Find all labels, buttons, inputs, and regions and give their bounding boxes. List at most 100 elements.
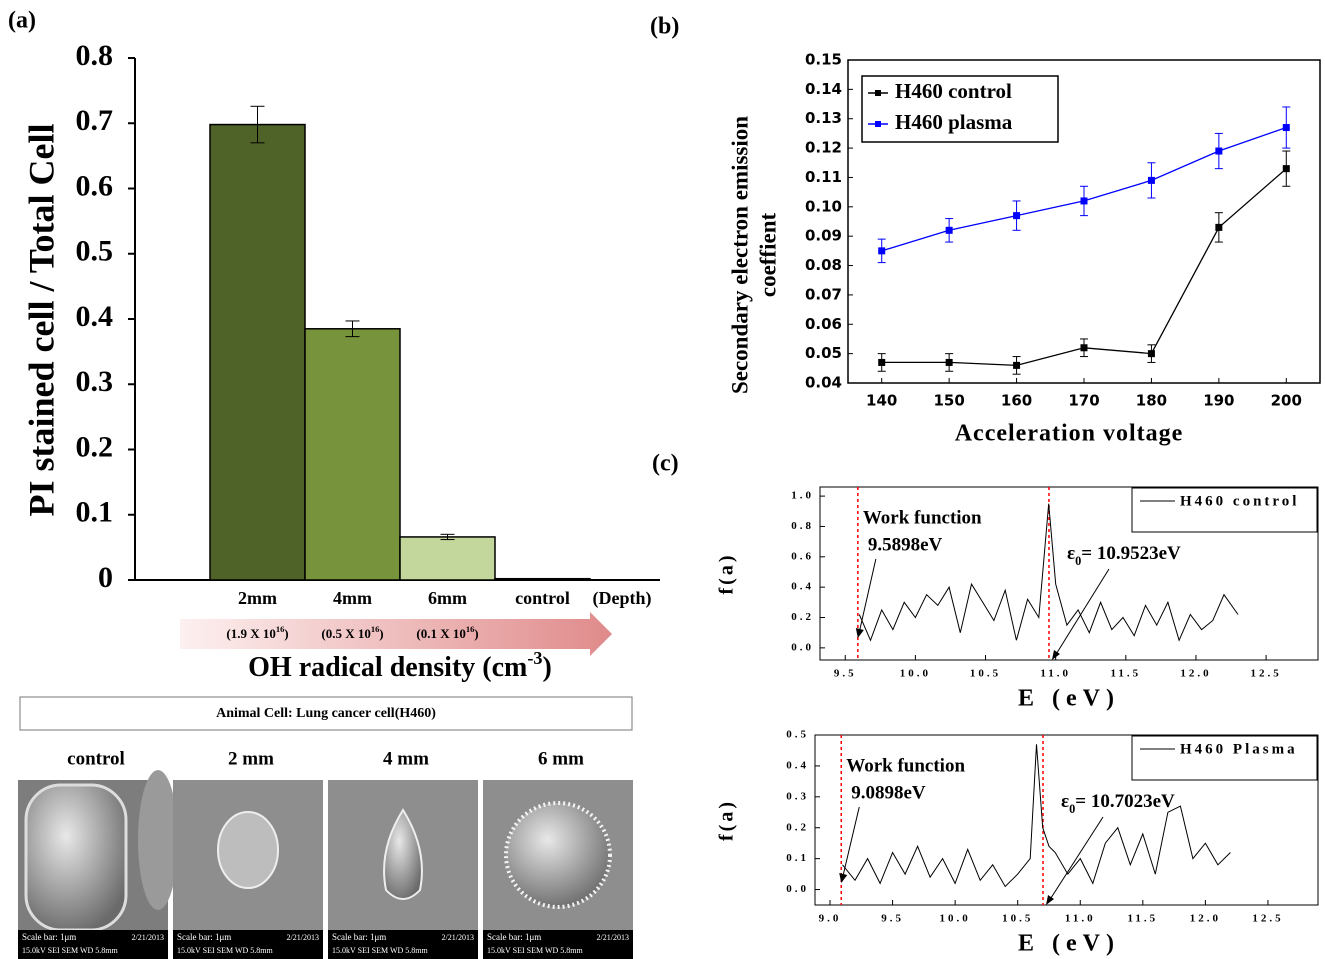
x-tick-label: 12.0 xyxy=(1180,668,1211,680)
sem-caption-strip xyxy=(328,930,478,959)
marker xyxy=(1080,344,1088,352)
x-axis-label: E (eV) xyxy=(1018,686,1120,712)
density-label: (0.1 X 1016) xyxy=(416,624,478,641)
epsilon-label-part: 0 xyxy=(1075,554,1081,568)
x-tick-label: 170 xyxy=(1068,392,1099,410)
y-tick-label: 0.06 xyxy=(805,315,842,333)
x-tick-label: 12.5 xyxy=(1252,913,1283,925)
y-tick-label: 0.05 xyxy=(805,344,842,362)
y-axis-label: Secondary electron emission xyxy=(727,116,752,394)
annotation-arrow xyxy=(1054,568,1110,657)
legend-label: H460 control xyxy=(1180,493,1299,509)
x-tick-label: 12.0 xyxy=(1190,913,1221,925)
marker xyxy=(1215,147,1223,155)
density-label-part: ) xyxy=(474,626,478,641)
y-axis-label: f(a) xyxy=(716,553,738,595)
shape xyxy=(138,770,178,910)
y-tick-label: 0.09 xyxy=(805,227,842,245)
x-tick-label: 180 xyxy=(1136,392,1167,410)
work-function-value: 9.0898eV xyxy=(851,782,926,803)
y-tick-label: 0.4 xyxy=(786,759,809,771)
legend-label: H460 plasma xyxy=(895,110,1013,134)
y-tick-label: 0.1 xyxy=(786,852,809,864)
bar xyxy=(304,328,401,581)
y-tick-label: 0.4 xyxy=(76,300,114,333)
x-tick-label: 140 xyxy=(866,392,897,410)
legend-label: H460 Plasma xyxy=(1180,741,1298,757)
annotation-arrowhead xyxy=(855,628,864,638)
x-tick-label: 160 xyxy=(1001,392,1032,410)
series-line xyxy=(842,744,1231,888)
x-tick-label: 10.0 xyxy=(900,668,931,680)
x-tick-label: 10.5 xyxy=(1002,913,1033,925)
shape xyxy=(504,801,612,909)
marker xyxy=(1282,165,1290,173)
y-tick-label: 0.15 xyxy=(805,51,842,69)
y-axis-label: PI stained cell / Total Cell xyxy=(21,123,61,516)
y-tick-label: 0.2 xyxy=(76,430,114,463)
bar xyxy=(209,123,306,581)
x-tick-label: 11.5 xyxy=(1110,668,1141,680)
error-bar xyxy=(440,533,455,541)
epsilon-label: ε0= 10.7023eV xyxy=(1061,791,1175,815)
panel-label: (b) xyxy=(650,14,679,40)
bar xyxy=(399,536,496,581)
sem-image: Scale bar: 1μm 2/21/2013 15.0kV SEI SEM WD… xyxy=(483,780,633,959)
x-axis-label-part: ) xyxy=(543,652,552,683)
sem-info: 15.0kV SEI SEM WD 5.8mm xyxy=(177,946,273,955)
y-axis-label: f(a) xyxy=(716,799,738,841)
y-tick-label: 0.04 xyxy=(805,374,842,392)
density-label-part: ) xyxy=(284,626,288,641)
sem-caption-strip xyxy=(173,930,323,959)
y-tick-label: 0.2 xyxy=(786,821,809,833)
y-tick-label: 0.5 xyxy=(786,729,809,741)
panel-label: (c) xyxy=(652,451,679,477)
density-label-part: 16 xyxy=(466,624,474,634)
annotation-arrowhead xyxy=(1051,650,1060,660)
density-label: (1.9 X 1016) xyxy=(226,624,288,641)
marker xyxy=(945,226,953,234)
y-tick-label: 0.8 xyxy=(76,39,114,72)
series-line xyxy=(858,503,1239,642)
sem-image: Scale bar: 1μm 2/21/2013 15.0kV SEI SEM WD… xyxy=(18,770,178,959)
x-tick-label: 6mm xyxy=(428,588,467,608)
annotation-arrowhead xyxy=(1046,895,1055,905)
x-tick-label: 12.5 xyxy=(1250,668,1281,680)
image-panel-title: Animal Cell: Lung cancer cell(H460) xyxy=(216,706,436,721)
marker xyxy=(878,247,886,255)
x-axis-label: Acceleration voltage xyxy=(955,421,1184,447)
image-panel-title-box xyxy=(19,696,633,731)
density-label-part: (0.1 X 10 xyxy=(416,626,465,641)
x-tick-label: 11.5 xyxy=(1127,913,1158,925)
image-label: 2 mm xyxy=(228,748,274,769)
plot-frame xyxy=(819,486,1319,661)
shape xyxy=(24,783,128,932)
x-tick-label: 9.0 xyxy=(819,913,842,925)
y-tick-label: 0.2 xyxy=(791,611,814,623)
sem-info: 15.0kV SEI SEM WD 5.8mm xyxy=(332,946,428,955)
sem-info: 15.0kV SEI SEM WD 5.8mm xyxy=(22,946,118,955)
error-bar xyxy=(250,105,265,144)
legend-marker xyxy=(875,121,881,127)
y-tick-label: 0.3 xyxy=(786,790,809,802)
sem-date: 2/21/2013 xyxy=(442,933,474,942)
annotation-arrow xyxy=(841,806,860,880)
legend-box xyxy=(861,75,1059,143)
y-tick-label: 0.13 xyxy=(805,109,842,127)
sem-scale: Scale bar: 1μm xyxy=(177,932,231,942)
sem-image: Scale bar: 1μm 2/21/2013 15.0kV SEI SEM WD… xyxy=(173,780,323,959)
x-tick-label: 10.0 xyxy=(940,913,971,925)
sem-image: Scale bar: 1μm 2/21/2013 15.0kV SEI SEM WD… xyxy=(328,780,478,959)
marker xyxy=(878,358,886,366)
work-function-value: 9.5898eV xyxy=(868,534,943,555)
sem-scale: Scale bar: 1μm xyxy=(487,932,541,942)
plot-frame xyxy=(814,734,1319,906)
depth-label: (Depth) xyxy=(593,588,652,609)
y-tick-label: 0.1 xyxy=(76,496,114,529)
legend-label: H460 control xyxy=(895,79,1012,103)
panel-label: (a) xyxy=(8,8,36,34)
y-tick-label: 0 xyxy=(98,561,113,594)
shape xyxy=(383,808,423,900)
x-tick-label: 9.5 xyxy=(881,913,904,925)
x-tick-label: 2mm xyxy=(238,588,277,608)
